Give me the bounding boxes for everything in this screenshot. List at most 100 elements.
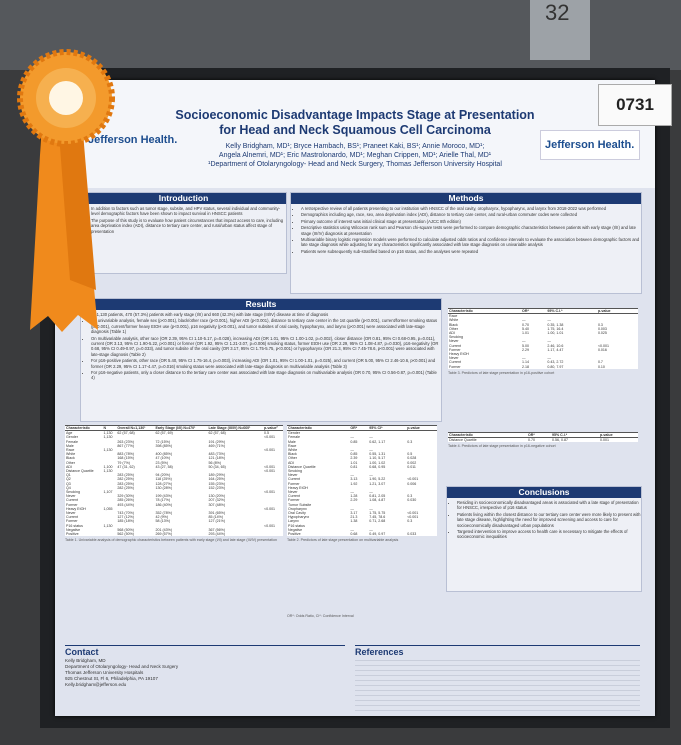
bullet: For p16-negative patients, only a closer… <box>91 370 441 381</box>
introduction: Introduction In addition to factors such… <box>80 192 287 274</box>
row: Q3 283 (25%) 128 (27%) 155 (23%) <box>65 482 283 486</box>
cell: Current <box>449 360 461 365</box>
cell: Female <box>288 435 300 440</box>
cell: — <box>547 339 551 344</box>
methods: Methods A retrospective review of all pa… <box>290 192 642 294</box>
cell: Larynx <box>288 519 299 524</box>
row: Male 867 (77%) 398 (85%) 469 (71%) <box>65 444 283 448</box>
row: Current 1.14 0.43, 2.72 0.7 <box>448 360 638 364</box>
column-header: OR* <box>349 424 369 432</box>
cell: 21.3 <box>350 515 358 520</box>
row: Larynx 1.38 0.71, 2.68 0.3 <box>287 519 437 523</box>
cell: 1.28 <box>350 494 358 499</box>
cell: 0.71, 2.68 <box>369 519 386 524</box>
cell: 1.14 <box>522 360 530 365</box>
table-caption: Table 4. Predictors of late stage presen… <box>448 444 556 449</box>
authors: Kelly Bridgham, MD¹; Bryce Hambach, BS¹;… <box>165 142 545 169</box>
cell: — <box>547 356 551 361</box>
cell: 0.81, 2.05 <box>369 494 386 499</box>
cell: 5.40 <box>522 326 530 331</box>
title-line: Socioeconomic Disadvantage Impacts Stage… <box>175 108 535 122</box>
cell: 0.006 <box>407 481 417 486</box>
cell: 155 (23%) <box>208 481 226 486</box>
cell: 0.85 <box>350 452 358 457</box>
column-header: p-value <box>599 431 638 439</box>
cell: 0.62, 1.17 <box>369 439 386 444</box>
table-caption: Table 2. Predictors of late stage presen… <box>287 538 399 543</box>
cell: Race <box>288 443 297 448</box>
cell: Never <box>288 490 298 495</box>
row: Q4 282 (25%) 130 (28%) 152 (23%) <box>65 486 283 490</box>
cell: 0.001 <box>600 438 610 443</box>
contact-lines: Kelly Bridgham, MD Department of Otolaryn… <box>65 658 345 688</box>
cell: — <box>369 506 373 511</box>
row: Current 127 (12%) 42 (9%) 85 (14%) <box>65 515 283 519</box>
cell: 263 (23%) <box>117 439 134 444</box>
row: Black 168 (15%) 47 (10%) 121 (18%) <box>65 456 283 460</box>
cell: 0.7 <box>597 360 603 365</box>
results: Results Of 1,130 patients, 470 (57.3%) p… <box>80 298 442 422</box>
cell: Gender <box>288 431 300 436</box>
cell: 127 (21%) <box>208 519 226 524</box>
column-header: Characteristic <box>448 307 522 315</box>
cell: 400 (85%) <box>155 452 173 457</box>
cell: 1.01 <box>350 460 358 465</box>
cell: 2.29 <box>522 347 530 352</box>
cell: Negative <box>288 527 303 532</box>
row: Heavy EtOH <box>287 486 437 490</box>
cell: 283 (25%) <box>117 481 134 486</box>
table-4: Characteristic OR* 95% C.I.* p-value Distanc… <box>448 431 638 449</box>
cell: 2.39 <box>350 456 358 461</box>
row: Former 2.29 1.17, 4.47 0.016 <box>448 348 638 352</box>
cell: 367 (56%) <box>208 527 226 532</box>
cell: Never <box>288 473 298 478</box>
column-header: Late Stage (III/IV) N=660¹ <box>207 424 263 432</box>
cell: 62 (57, 69) <box>155 431 173 436</box>
cell: 186 (40%) <box>155 502 173 507</box>
table: Characteristic N Overall N=1,130¹ Early Sta… <box>65 424 283 537</box>
cell: 0.3 <box>597 322 603 327</box>
cell: 1,130 <box>103 469 113 474</box>
cell: — <box>369 435 373 440</box>
cell: 0.3 <box>407 519 413 524</box>
row: Never — — <box>287 473 437 477</box>
cell: Other <box>449 326 458 331</box>
cell: 50 (34, 65) <box>208 464 226 469</box>
rosette-center <box>49 81 83 115</box>
cell: 199 (43%) <box>155 494 173 499</box>
cell: 0.3 <box>407 494 413 499</box>
cell: 191 (29%) <box>208 439 226 444</box>
cell: 1.01 <box>522 331 530 336</box>
row: Current 1.28 0.81, 2.05 0.3 <box>287 494 437 498</box>
cell: Q4 <box>66 485 71 490</box>
table-footnote: OR*: Odds Ratio, CI*: Confidence Interva… <box>287 614 354 618</box>
row: Never — — <box>448 339 638 343</box>
bullet: On univariable analysis, female sex (p<0… <box>91 318 441 334</box>
author-line: Angela Alnemri, MD¹; Eric Mastrolonardo,… <box>218 152 492 159</box>
bullet-list: In addition to factors such as tumor sta… <box>81 206 286 234</box>
column-header: Characteristic <box>448 431 527 439</box>
cell: 1,100 <box>103 464 113 469</box>
column-header: OR* <box>521 307 547 315</box>
cell: Former <box>288 481 300 486</box>
cell: 269 (57%) <box>155 532 173 537</box>
cell: 282 (25%) <box>117 485 134 490</box>
cell: ADI <box>66 464 72 469</box>
cell: Race <box>66 448 75 453</box>
cell: Negative <box>66 527 81 532</box>
bullet: Demographics including age, race, sex, a… <box>301 212 641 217</box>
row: Never — — <box>448 356 638 360</box>
bullet: On multivariable analysis, other race (O… <box>91 336 441 358</box>
cell: Never <box>449 356 459 361</box>
cell: Former <box>288 498 300 503</box>
cell: Positive <box>66 532 79 537</box>
column-header: 95% C.I.* <box>550 431 600 439</box>
bullet-list: Residing in socioeconomically disadvanta… <box>447 500 641 540</box>
row: Black 0.85 0.55, 1.31 0.5 <box>287 452 437 456</box>
cell: Never <box>66 494 76 499</box>
row: ADI 1,100 47 (31, 62) 43 (27, 58) 50 (34, 65… <box>65 465 283 469</box>
row: White — — <box>448 318 638 322</box>
contact-line: Kelly.bridgham@jefferson.edu <box>65 682 127 687</box>
cell: 3.13 <box>350 477 358 482</box>
cell: 62 (57, 68) <box>208 431 226 436</box>
